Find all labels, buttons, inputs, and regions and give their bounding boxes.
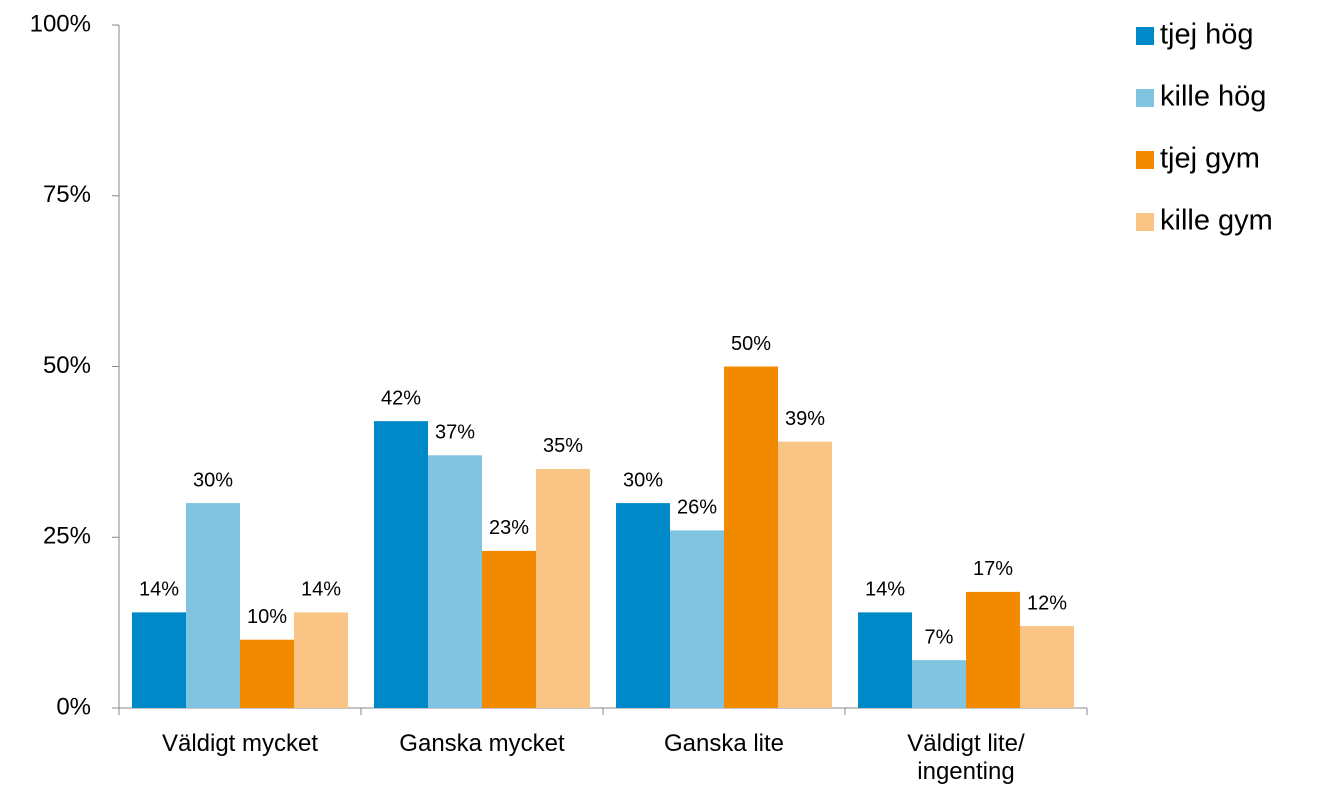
y-tick-label: 75% (43, 181, 91, 208)
y-tick-label: 25% (43, 523, 91, 550)
bar (858, 612, 912, 708)
legend-swatch (1136, 27, 1154, 45)
bar (186, 503, 240, 708)
y-tick-label: 100% (30, 10, 91, 37)
bar (482, 550, 536, 708)
value-label: 37% (435, 422, 475, 444)
value-label: 50% (731, 333, 771, 355)
bar (724, 366, 778, 708)
value-label: 17% (973, 558, 1013, 580)
legend-label: kille gym (1160, 205, 1273, 237)
bar (240, 639, 294, 708)
value-label: 7% (925, 626, 954, 648)
y-tick-label: 50% (43, 352, 91, 379)
bar (132, 612, 186, 708)
legend-swatch (1136, 89, 1154, 107)
value-label: 23% (489, 517, 529, 539)
value-label: 26% (677, 497, 717, 519)
bar (912, 660, 966, 708)
value-label: 14% (865, 579, 905, 601)
value-label: 14% (301, 579, 341, 601)
bar (1020, 626, 1074, 708)
value-label: 42% (381, 387, 421, 409)
x-tick-label: Ganska lite (663, 730, 785, 757)
legend-swatch (1136, 213, 1154, 231)
value-label: 35% (543, 435, 583, 457)
legend-label: kille hög (1160, 81, 1266, 113)
x-tick-label: Väldigt lite/ ingenting (907, 730, 1025, 785)
bar (778, 441, 832, 708)
value-label: 39% (785, 408, 825, 430)
value-label: 14% (139, 579, 179, 601)
legend-label: tjej gym (1160, 143, 1260, 175)
value-label: 12% (1027, 592, 1067, 614)
value-label: 30% (193, 469, 233, 491)
x-tick-label: Ganska mycket (399, 730, 565, 757)
bar (374, 421, 428, 708)
legend-label: tjej hög (1160, 19, 1254, 51)
bar (616, 503, 670, 708)
y-tick-label: 0% (56, 693, 91, 720)
bar (536, 468, 590, 708)
bar (966, 591, 1020, 708)
value-label: 30% (623, 469, 663, 491)
x-tick-label: Väldigt mycket (161, 730, 319, 757)
legend-swatch (1136, 151, 1154, 169)
bar (428, 455, 482, 708)
bar (670, 530, 724, 708)
bar (294, 612, 348, 708)
value-label: 10% (247, 606, 287, 628)
